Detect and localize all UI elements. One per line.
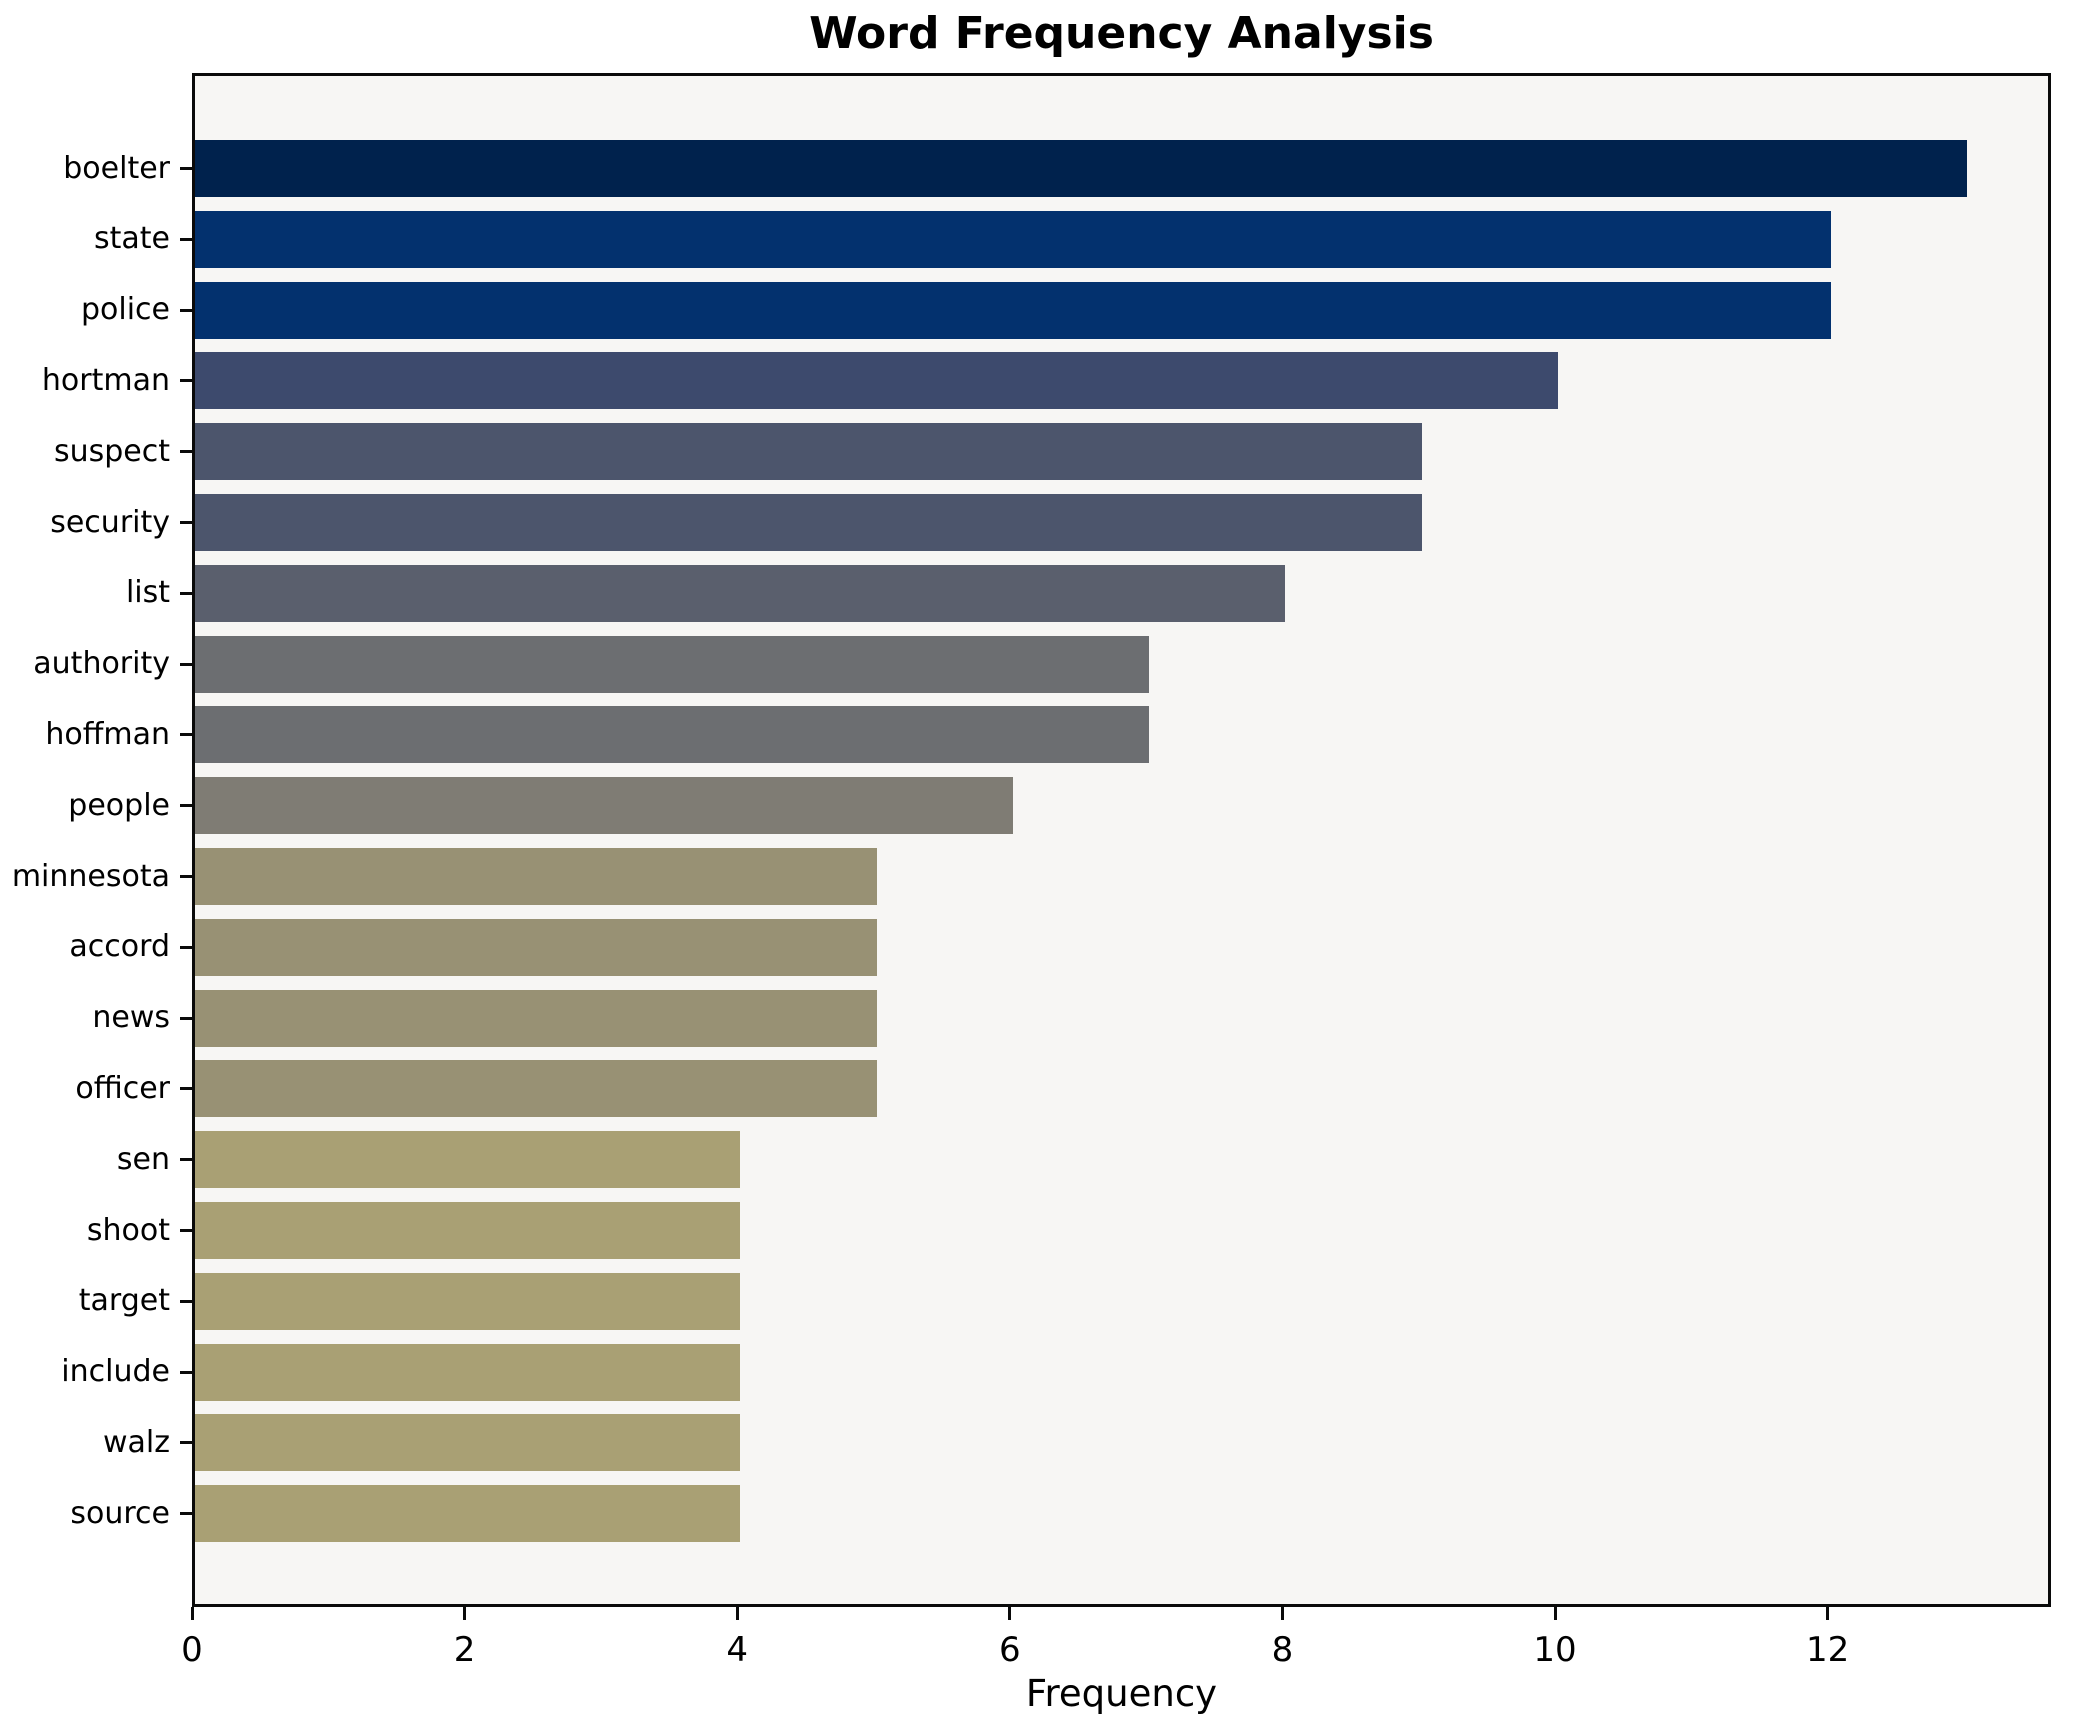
y-tick-mark xyxy=(180,450,192,454)
bar-source xyxy=(195,1485,741,1543)
bar-sen xyxy=(195,1131,741,1189)
y-tick-mark xyxy=(180,945,192,949)
y-tick-mark xyxy=(180,1087,192,1091)
y-tick-label-suspect: suspect xyxy=(53,433,170,469)
bar-people xyxy=(195,777,1013,835)
y-tick-label-authority: authority xyxy=(33,646,170,682)
x-tick-mark xyxy=(1008,1607,1012,1620)
bar-state xyxy=(195,210,1831,268)
y-tick-label-officer: officer xyxy=(75,1070,170,1106)
y-tick-label-walz: walz xyxy=(102,1424,170,1460)
y-tick-mark xyxy=(180,521,192,524)
bar-minnesota xyxy=(195,848,877,905)
y-tick-label-security: security xyxy=(50,504,170,540)
y-tick-mark xyxy=(180,1370,192,1374)
x-tick-label-2: 2 xyxy=(453,1630,476,1670)
y-tick-mark xyxy=(180,875,192,878)
y-tick-mark xyxy=(180,379,192,383)
bar-suspect xyxy=(195,423,1422,481)
y-tick-mark xyxy=(180,1512,192,1516)
y-tick-label-source: source xyxy=(70,1495,170,1531)
y-tick-label-hortman: hortman xyxy=(41,362,170,398)
bar-news xyxy=(195,989,877,1047)
y-tick-label-state: state xyxy=(94,221,170,257)
x-tick-label-6: 6 xyxy=(998,1630,1021,1670)
bar-accord xyxy=(195,918,877,976)
y-tick-label-accord: accord xyxy=(69,929,170,965)
y-tick-label-news: news xyxy=(92,1000,170,1036)
bar-shoot xyxy=(195,1202,741,1259)
bar-include xyxy=(195,1343,741,1401)
x-tick-label-12: 12 xyxy=(1805,1630,1850,1670)
y-tick-label-police: police xyxy=(80,292,170,328)
y-tick-mark xyxy=(180,308,192,312)
bar-officer xyxy=(195,1060,877,1118)
y-tick-label-shoot: shoot xyxy=(86,1212,170,1248)
bar-walz xyxy=(195,1414,741,1472)
y-tick-label-boelter: boelter xyxy=(63,150,170,186)
y-tick-label-target: target xyxy=(78,1283,170,1319)
bar-hoffman xyxy=(195,706,1150,764)
bar-target xyxy=(195,1272,741,1330)
x-tick-mark xyxy=(463,1607,467,1620)
y-tick-mark xyxy=(180,1016,192,1020)
bar-police xyxy=(195,281,1831,339)
x-tick-label-4: 4 xyxy=(726,1630,748,1670)
x-tick-mark xyxy=(190,1607,194,1620)
x-tick-label-0: 0 xyxy=(181,1630,203,1670)
y-tick-label-hoffman: hoffman xyxy=(45,716,170,752)
y-tick-mark xyxy=(180,1158,192,1162)
y-tick-mark xyxy=(180,591,192,595)
bar-list xyxy=(195,564,1286,622)
x-tick-mark xyxy=(735,1607,739,1620)
y-tick-mark xyxy=(180,733,192,737)
y-tick-label-minnesota: minnesota xyxy=(11,858,170,894)
y-tick-mark xyxy=(180,662,192,666)
y-tick-label-list: list xyxy=(125,575,170,611)
bar-authority xyxy=(195,635,1150,693)
y-tick-mark xyxy=(180,1441,192,1445)
y-tick-label-sen: sen xyxy=(116,1141,170,1177)
y-tick-label-include: include xyxy=(61,1354,170,1390)
x-tick-mark xyxy=(1826,1607,1830,1620)
x-tick-mark xyxy=(1280,1607,1284,1620)
bar-hortman xyxy=(195,352,1558,410)
chart-title: Word Frequency Analysis xyxy=(809,8,1434,59)
y-tick-mark xyxy=(180,167,192,170)
x-axis-title: Frequency xyxy=(1025,1672,1218,1715)
bar-boelter xyxy=(195,140,1967,197)
y-tick-mark xyxy=(180,237,192,241)
x-tick-label-8: 8 xyxy=(1271,1630,1294,1670)
x-tick-label-10: 10 xyxy=(1533,1630,1577,1670)
y-tick-mark xyxy=(180,1229,192,1232)
y-tick-mark xyxy=(180,804,192,808)
bar-security xyxy=(195,494,1422,551)
x-tick-mark xyxy=(1553,1607,1557,1620)
y-tick-label-people: people xyxy=(68,787,170,823)
y-tick-mark xyxy=(180,1299,192,1303)
plot-area xyxy=(192,73,2051,1607)
